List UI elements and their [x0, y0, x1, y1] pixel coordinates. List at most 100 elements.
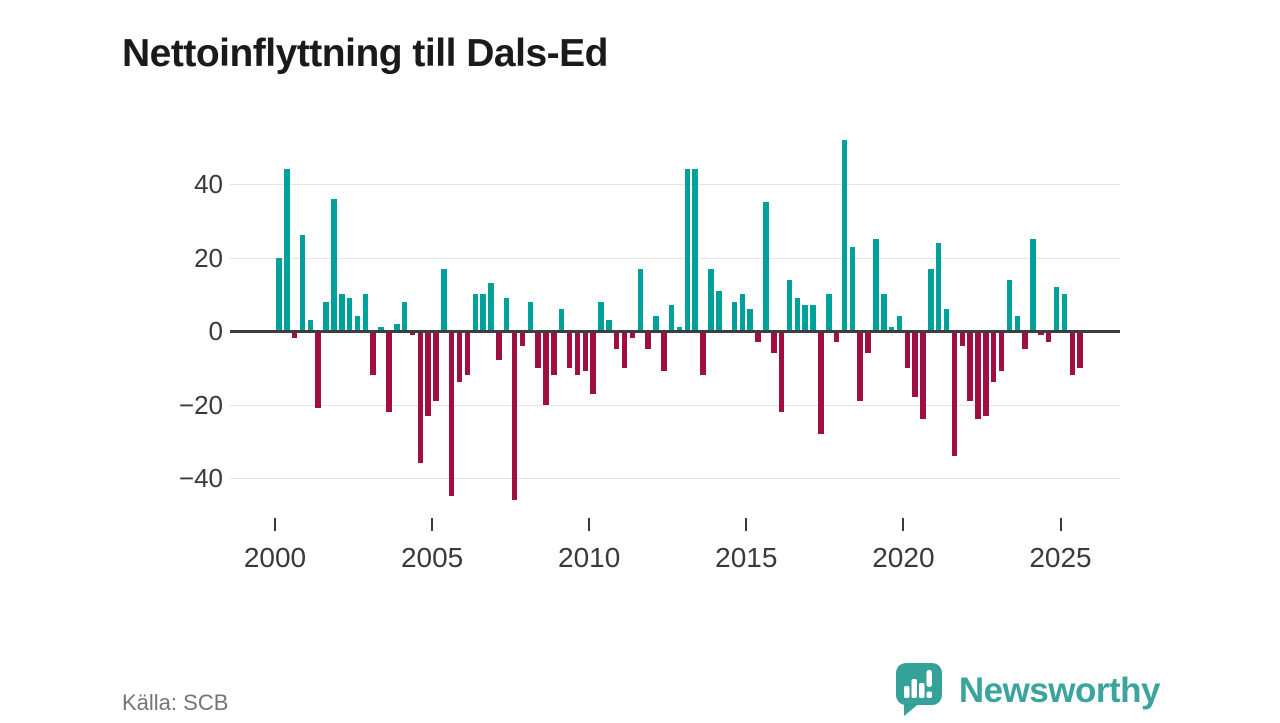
- zero-axis-line: [230, 330, 1120, 333]
- bar: [543, 331, 549, 405]
- bar: [708, 268, 714, 331]
- x-axis-tick: [745, 518, 748, 531]
- bar: [535, 331, 541, 368]
- gridline: [230, 184, 1120, 185]
- x-axis-tick-label: 2005: [400, 542, 464, 573]
- bar: [331, 198, 337, 331]
- y-axis-tick-label: 20: [194, 242, 223, 273]
- bar: [370, 331, 376, 376]
- bar: [598, 301, 604, 331]
- bar: [464, 331, 471, 376]
- bar: [841, 139, 848, 331]
- bar: [606, 320, 612, 331]
- bar: [928, 268, 934, 331]
- x-axis-tick: [1059, 518, 1062, 531]
- bar: [943, 308, 950, 331]
- bar: [558, 308, 565, 331]
- bar: [755, 331, 761, 342]
- y-axis-tick-label: −40: [178, 463, 223, 493]
- bar: [959, 331, 966, 346]
- bar: [394, 323, 400, 331]
- bar: [794, 297, 801, 331]
- bar: [582, 331, 589, 372]
- bar: [323, 301, 329, 331]
- bar: [448, 331, 455, 497]
- bar: [904, 331, 911, 368]
- bar: [951, 331, 958, 456]
- bar: [684, 169, 691, 331]
- bar: [613, 331, 620, 350]
- bar: [527, 301, 534, 331]
- bar: [692, 169, 698, 331]
- bar: [873, 239, 879, 331]
- bar: [417, 331, 424, 464]
- bar: [676, 327, 683, 331]
- bar: [778, 331, 785, 412]
- bar: [590, 331, 596, 394]
- bar: [401, 301, 408, 331]
- bar: [826, 294, 832, 332]
- bar: [339, 294, 345, 332]
- y-axis-tick-label: 0: [208, 316, 223, 346]
- bar: [362, 294, 369, 332]
- bar: [472, 294, 479, 332]
- bar: [291, 331, 298, 339]
- bar: [935, 242, 942, 331]
- bar: [771, 331, 777, 353]
- gridline: [230, 478, 1120, 479]
- bar: [983, 331, 989, 416]
- bar: [456, 331, 463, 383]
- bar: [786, 279, 793, 331]
- bar: [645, 331, 651, 350]
- x-axis-tick: [588, 518, 591, 531]
- x-axis-tick: [431, 518, 434, 531]
- y-axis-tick-label: 40: [194, 169, 223, 199]
- bar: [574, 331, 581, 376]
- bar: [912, 331, 918, 398]
- y-axis-tick-label: −20: [178, 389, 223, 420]
- bar: [896, 316, 903, 331]
- bar: [739, 294, 746, 332]
- bar: [433, 331, 439, 401]
- bar: [299, 235, 306, 331]
- bar: [661, 331, 667, 372]
- bar: [346, 297, 353, 331]
- bar: [284, 169, 290, 331]
- bar: [1045, 331, 1052, 342]
- x-axis-tick-label: 2025: [1029, 542, 1092, 573]
- bar: [998, 331, 1005, 372]
- bar: [849, 246, 856, 331]
- x-axis-tick-label: 2020: [872, 542, 935, 573]
- bar: [1014, 316, 1021, 331]
- newsworthy-logo-icon: [891, 660, 945, 723]
- bar: [425, 331, 431, 416]
- bar: [386, 331, 392, 412]
- bar: [488, 283, 494, 331]
- bar: [566, 331, 573, 368]
- x-axis-tick: [902, 518, 905, 531]
- bar: [857, 331, 863, 401]
- bar: [653, 316, 659, 331]
- bar: [354, 316, 361, 331]
- x-axis-tick-label: 2000: [243, 542, 307, 573]
- bar: [990, 331, 997, 383]
- x-axis-tick-label: 2010: [558, 542, 621, 573]
- page-title: Nettoinflyttning till Dals-Ed: [122, 32, 608, 76]
- gridline: [230, 404, 1120, 406]
- bar: [496, 331, 502, 361]
- brand-name: Newsworthy: [958, 671, 1161, 710]
- bar: [810, 305, 816, 331]
- bar: [881, 294, 887, 332]
- bar: [503, 297, 510, 331]
- bar: [276, 257, 282, 331]
- bar: [511, 331, 518, 500]
- bar: [818, 331, 824, 434]
- bar: [1069, 331, 1076, 376]
- bar: [315, 331, 321, 409]
- bar: [763, 202, 769, 331]
- bar: [1077, 331, 1083, 368]
- bar: [833, 331, 840, 342]
- bar: [865, 331, 871, 353]
- bar: [1053, 286, 1060, 331]
